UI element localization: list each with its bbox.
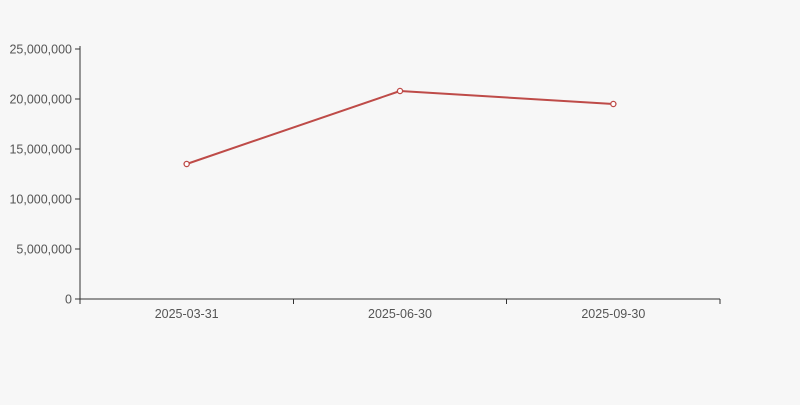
series-layer: [183, 87, 617, 168]
y-axis-tick-label: 20,000,000: [9, 93, 72, 107]
data-point-marker[interactable]: [183, 160, 190, 168]
x-axis-tick-label: 2025-06-30: [368, 307, 432, 321]
y-axis-tick-label: 10,000,000: [9, 193, 72, 207]
x-axis-tick-label: 2025-03-31: [155, 307, 219, 321]
y-axis-tick-label: 5,000,000: [16, 243, 72, 257]
y-axis-tick-label: 25,000,000: [9, 43, 72, 57]
series-line: [185, 90, 615, 165]
axes-layer: 0 5,000,000 10,000,000 15,000,000 20,000,000…: [9, 43, 721, 321]
data-point-marker[interactable]: [396, 87, 404, 95]
x-axis-tick-label: 2025-09-30: [581, 307, 645, 321]
y-axis-tick-label: 15,000,000: [9, 143, 72, 157]
data-point-marker[interactable]: [610, 100, 617, 108]
y-axis-tick-label: 0: [65, 293, 72, 307]
